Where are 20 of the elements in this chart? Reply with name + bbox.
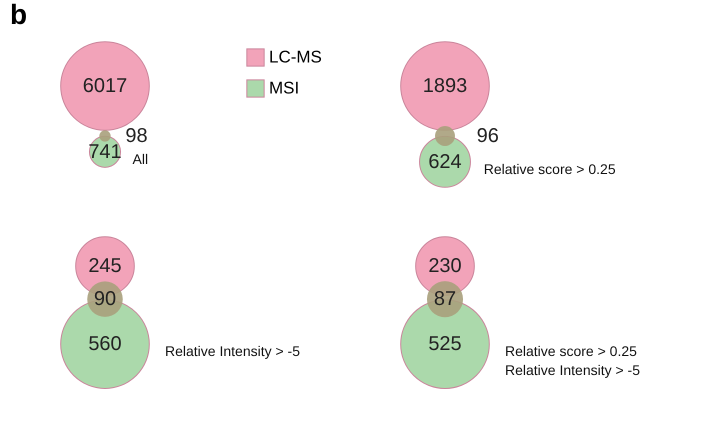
category-label: LC-MS xyxy=(269,48,322,66)
text: Relative score > 0.25 xyxy=(505,343,638,360)
data-label: 560 xyxy=(88,333,122,356)
data-label: 1893 xyxy=(422,75,468,97)
data-label: 96 xyxy=(476,125,499,147)
data-label: 90 xyxy=(94,288,116,310)
text: Relative Intensity > -5 xyxy=(165,343,300,360)
text: Relative Intensity > -5 xyxy=(505,362,640,378)
data-label: 230 xyxy=(428,255,462,278)
data-label: 741 xyxy=(88,140,122,163)
category-label: MSI xyxy=(269,78,300,98)
text: Relative score > 0.25 xyxy=(484,160,616,177)
text: All xyxy=(132,150,148,167)
data-label: 525 xyxy=(428,333,462,356)
data-label: 6017 xyxy=(82,75,128,97)
data-label: 87 xyxy=(434,288,456,310)
text: b xyxy=(10,0,28,30)
data-label: 624 xyxy=(428,150,462,173)
data-label: 245 xyxy=(88,255,122,278)
data-label: 98 xyxy=(125,125,148,147)
